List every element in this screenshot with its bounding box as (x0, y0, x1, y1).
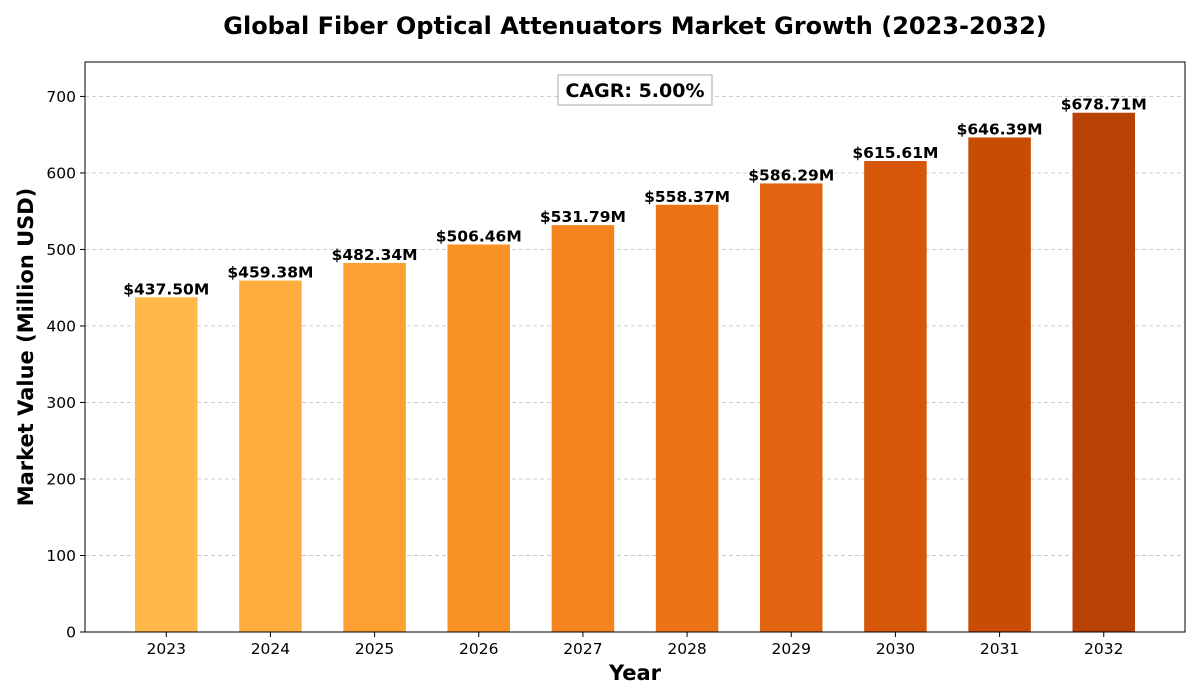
bar-2030 (864, 160, 927, 632)
x-tick-label-2024: 2024 (251, 640, 290, 658)
data-label-2031: $646.39M (957, 120, 1043, 138)
cagr-annotation: CAGR: 5.00% (557, 74, 713, 106)
data-label-2028: $558.37M (644, 188, 730, 206)
y-axis-ticks: 0 100 200 300 400 500 600 700 (46, 88, 85, 642)
x-tick-label-2031: 2031 (980, 640, 1019, 658)
data-labels: $437.50M $459.38M $482.34M $506.46M $531.79M… (123, 96, 1147, 299)
bar-2024 (239, 280, 302, 632)
x-axis-label: Year (608, 661, 662, 685)
x-tick-label-2023: 2023 (147, 640, 186, 658)
bar-2029 (760, 183, 823, 632)
x-tick-label-2027: 2027 (563, 640, 602, 658)
bar-2031 (968, 137, 1031, 632)
x-tick-label-2028: 2028 (667, 640, 706, 658)
bar-2026 (447, 244, 510, 632)
x-axis-ticks: 2023 2024 2025 2026 2027 2028 2029 2030 2031 2032 (147, 632, 1123, 658)
data-label-2023: $437.50M (123, 280, 209, 298)
x-tick-label-2026: 2026 (459, 640, 498, 658)
cagr-box (557, 74, 713, 106)
y-axis-label: Market Value (Million USD) (14, 188, 38, 507)
data-label-2030: $615.61M (852, 144, 938, 162)
y-tick-label: 0 (66, 624, 76, 642)
chart-title: Global Fiber Optical Attenuators Market … (223, 12, 1046, 40)
y-tick-label: 200 (46, 470, 76, 488)
bars (135, 112, 1135, 633)
data-label-2027: $531.79M (540, 208, 626, 226)
y-tick-label: 700 (46, 88, 76, 106)
data-label-2026: $506.46M (436, 228, 522, 246)
y-tick-label: 400 (46, 317, 76, 335)
bar-2027 (551, 225, 615, 632)
bar-2028 (655, 204, 719, 632)
bar-2032 (1072, 112, 1135, 633)
y-tick-label: 100 (46, 547, 76, 565)
y-tick-label: 600 (46, 164, 76, 182)
x-tick-label-2032: 2032 (1084, 640, 1123, 658)
data-label-2024: $459.38M (227, 264, 313, 282)
bar-2025 (343, 262, 406, 632)
bar-2023 (135, 297, 198, 632)
x-tick-label-2029: 2029 (772, 640, 811, 658)
data-label-2029: $586.29M (748, 166, 834, 184)
data-label-2025: $482.34M (332, 246, 418, 264)
data-label-2032: $678.71M (1061, 96, 1147, 114)
x-tick-label-2030: 2030 (876, 640, 915, 658)
plot-frame (84, 61, 1186, 633)
x-tick-label-2025: 2025 (355, 640, 394, 658)
y-tick-label: 300 (46, 394, 76, 412)
y-tick-label: 500 (46, 241, 76, 259)
cagr-text: CAGR: 5.00% (565, 80, 704, 102)
